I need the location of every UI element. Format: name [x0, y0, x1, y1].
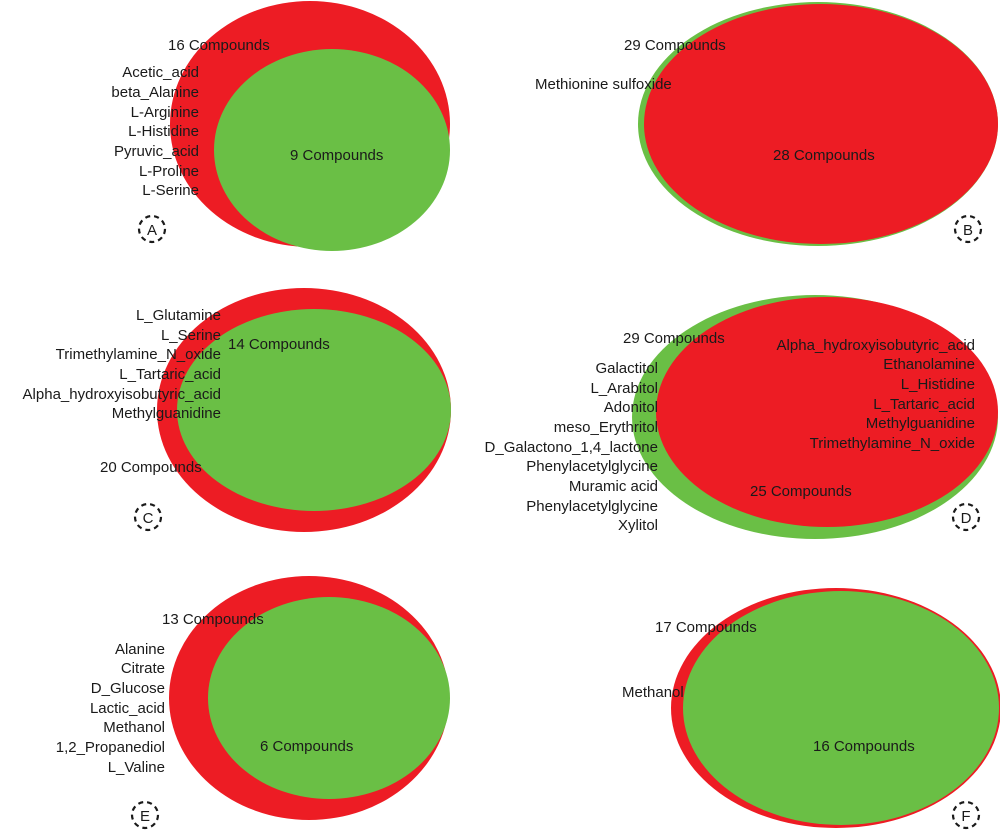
panel-b-outer-label: 29 Compounds [624, 37, 726, 54]
panel-d: 29 Compounds 25 Compounds Galactitol L_A… [485, 295, 998, 539]
panel-c-letter-badge: C [133, 502, 163, 532]
panel-a-compound: L-Proline [139, 163, 199, 180]
panel-b-inner-label: 28 Compounds [773, 147, 875, 164]
panel-b-letter-badge: B [953, 214, 983, 244]
panel-d-letter-badge: D [951, 502, 981, 532]
panel-d-right-compound: Alpha_hydroxyisobutyric_acid [777, 337, 975, 354]
panel-c-compound: Methylguanidine [112, 405, 221, 422]
panel-a-inner-label: 9 Compounds [290, 147, 383, 164]
panel-e-compound: Lactic_acid [90, 700, 165, 717]
panel-e-letter-badge: E [130, 800, 160, 830]
panel-d-left-compound: Adonitol [604, 399, 658, 416]
panel-a-letter-badge: A [137, 214, 167, 244]
panel-c-outer-label: 20 Compounds [100, 459, 202, 476]
svg-text:C: C [143, 510, 154, 527]
panel-e-compound: Methanol [103, 719, 165, 736]
panel-b-red-set [644, 4, 998, 244]
panel-e-compound: Citrate [121, 660, 165, 677]
svg-text:A: A [147, 222, 157, 239]
panel-d-left-compound: Phenylacetylglycine [526, 498, 658, 515]
panel-d-inner-label: 25 Compounds [750, 483, 852, 500]
panel-d-outer-label: 29 Compounds [623, 330, 725, 347]
panel-e-inner-label: 6 Compounds [260, 738, 353, 755]
panel-a-compound: L-Arginine [131, 104, 199, 121]
panel-f-green-set [683, 591, 999, 825]
panel-a-compound: Acetic_acid [122, 64, 199, 81]
panel-a: 16 Compounds 9 Compounds Acetic_acid bet… [111, 1, 450, 251]
panel-d-right-compound: L_Tartaric_acid [873, 396, 975, 413]
panel-d-left-compound: meso_Erythritol [554, 419, 658, 436]
svg-text:B: B [963, 222, 973, 239]
svg-text:D: D [961, 510, 972, 527]
panel-e-compound: D_Glucose [91, 680, 165, 697]
panel-d-left-compound: Phenylacetylglycine [526, 458, 658, 475]
panel-c-compound: Trimethylamine_N_oxide [56, 346, 221, 363]
panel-f-letter-badge: F [951, 800, 981, 830]
panel-a-compound: L-Histidine [128, 123, 199, 140]
panel-d-right-compound: L_Histidine [901, 376, 975, 393]
panel-c-compound: L_Glutamine [136, 307, 221, 324]
panel-c-compound: L_Tartaric_acid [119, 366, 221, 383]
panel-d-right-compound: Ethanolamine [883, 356, 975, 373]
svg-text:E: E [140, 808, 150, 825]
panel-a-compound: Pyruvic_acid [114, 143, 199, 160]
panel-c-compound: Alpha_hydroxyisobutyric_acid [23, 386, 221, 403]
panel-c-green-set [177, 309, 451, 511]
panel-d-left-compound: Muramic acid [569, 478, 658, 495]
panel-e: 13 Compounds 6 Compounds Alanine Citrate… [56, 576, 450, 830]
panel-d-red-set [656, 297, 998, 527]
panel-a-outer-label: 16 Compounds [168, 37, 270, 54]
panel-c-inner-label: 14 Compounds [228, 336, 330, 353]
panel-a-compound: L-Serine [142, 182, 199, 199]
panel-f-outer-label: 17 Compounds [655, 619, 757, 636]
panel-d-left-compound: Xylitol [618, 517, 658, 534]
panel-f-inner-label: 16 Compounds [813, 738, 915, 755]
svg-text:F: F [961, 808, 970, 825]
panel-d-left-compound: Galactitol [595, 360, 658, 377]
panel-e-compound: L_Valine [108, 759, 165, 776]
panel-e-outer-label: 13 Compounds [162, 611, 264, 628]
panel-f: 17 Compounds 16 Compounds Methanol F [622, 588, 1000, 830]
panel-c: 14 Compounds 20 Compounds L_Glutamine L_… [23, 288, 451, 532]
panel-e-compound: Alanine [115, 641, 165, 658]
panel-d-right-compound: Methylguanidine [866, 415, 975, 432]
panel-e-compound: 1,2_Propanediol [56, 739, 165, 756]
panel-d-left-compound: D_Galactono_1,4_lactone [485, 439, 658, 456]
panel-e-green-set [208, 597, 450, 799]
panel-f-compound: Methanol [622, 684, 684, 701]
panel-a-compound: beta_Alanine [111, 84, 199, 101]
panel-c-compound: L_Serine [161, 327, 221, 344]
panel-d-left-compound: L_Arabitol [590, 380, 658, 397]
panel-b: 29 Compounds 28 Compounds Methionine sul… [535, 2, 998, 246]
panel-d-right-compound: Trimethylamine_N_oxide [810, 435, 975, 452]
panel-a-green-set [214, 49, 450, 251]
panel-b-compound: Methionine sulfoxide [535, 76, 672, 93]
